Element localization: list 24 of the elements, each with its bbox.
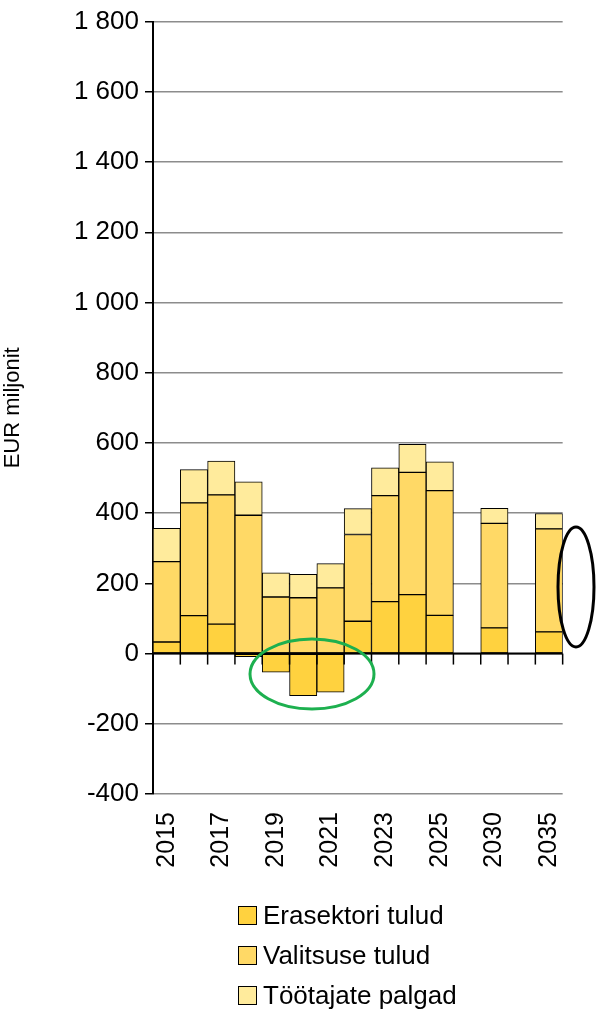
y-tick-label: -200 bbox=[86, 706, 139, 737]
x-tick-label: 2035 bbox=[532, 812, 561, 868]
y-tick-label: 200 bbox=[95, 566, 139, 597]
y-tick-label: 1 600 bbox=[73, 74, 139, 105]
legend-label: Valitsuse tulud bbox=[263, 939, 431, 972]
y-tick-label: 800 bbox=[95, 355, 139, 386]
y-tick-label: 600 bbox=[95, 426, 139, 457]
y-tick-label: 1 400 bbox=[73, 145, 139, 176]
y-tick-label: 0 bbox=[124, 636, 139, 667]
y-tick-label: 1 200 bbox=[73, 215, 139, 246]
x-tick-label: 2030 bbox=[478, 812, 507, 868]
y-tick-label: 400 bbox=[95, 496, 139, 527]
x-tick-label: 2023 bbox=[369, 812, 398, 868]
y-axis-title: EUR miljonit bbox=[0, 347, 25, 469]
y-tick-label: -400 bbox=[86, 777, 139, 808]
x-tick-label: 2015 bbox=[150, 812, 179, 868]
legend-label: Erasektori tulud bbox=[263, 899, 444, 932]
y-tick-label: 1 000 bbox=[73, 285, 139, 316]
y-tick-label: 1 800 bbox=[73, 4, 139, 35]
x-tick-label: 2017 bbox=[205, 812, 234, 868]
x-tick-label: 2021 bbox=[314, 812, 343, 868]
legend-label: Töötajate palgad bbox=[263, 979, 457, 1012]
x-tick-label: 2025 bbox=[423, 812, 452, 868]
x-tick-label: 2019 bbox=[259, 812, 288, 868]
